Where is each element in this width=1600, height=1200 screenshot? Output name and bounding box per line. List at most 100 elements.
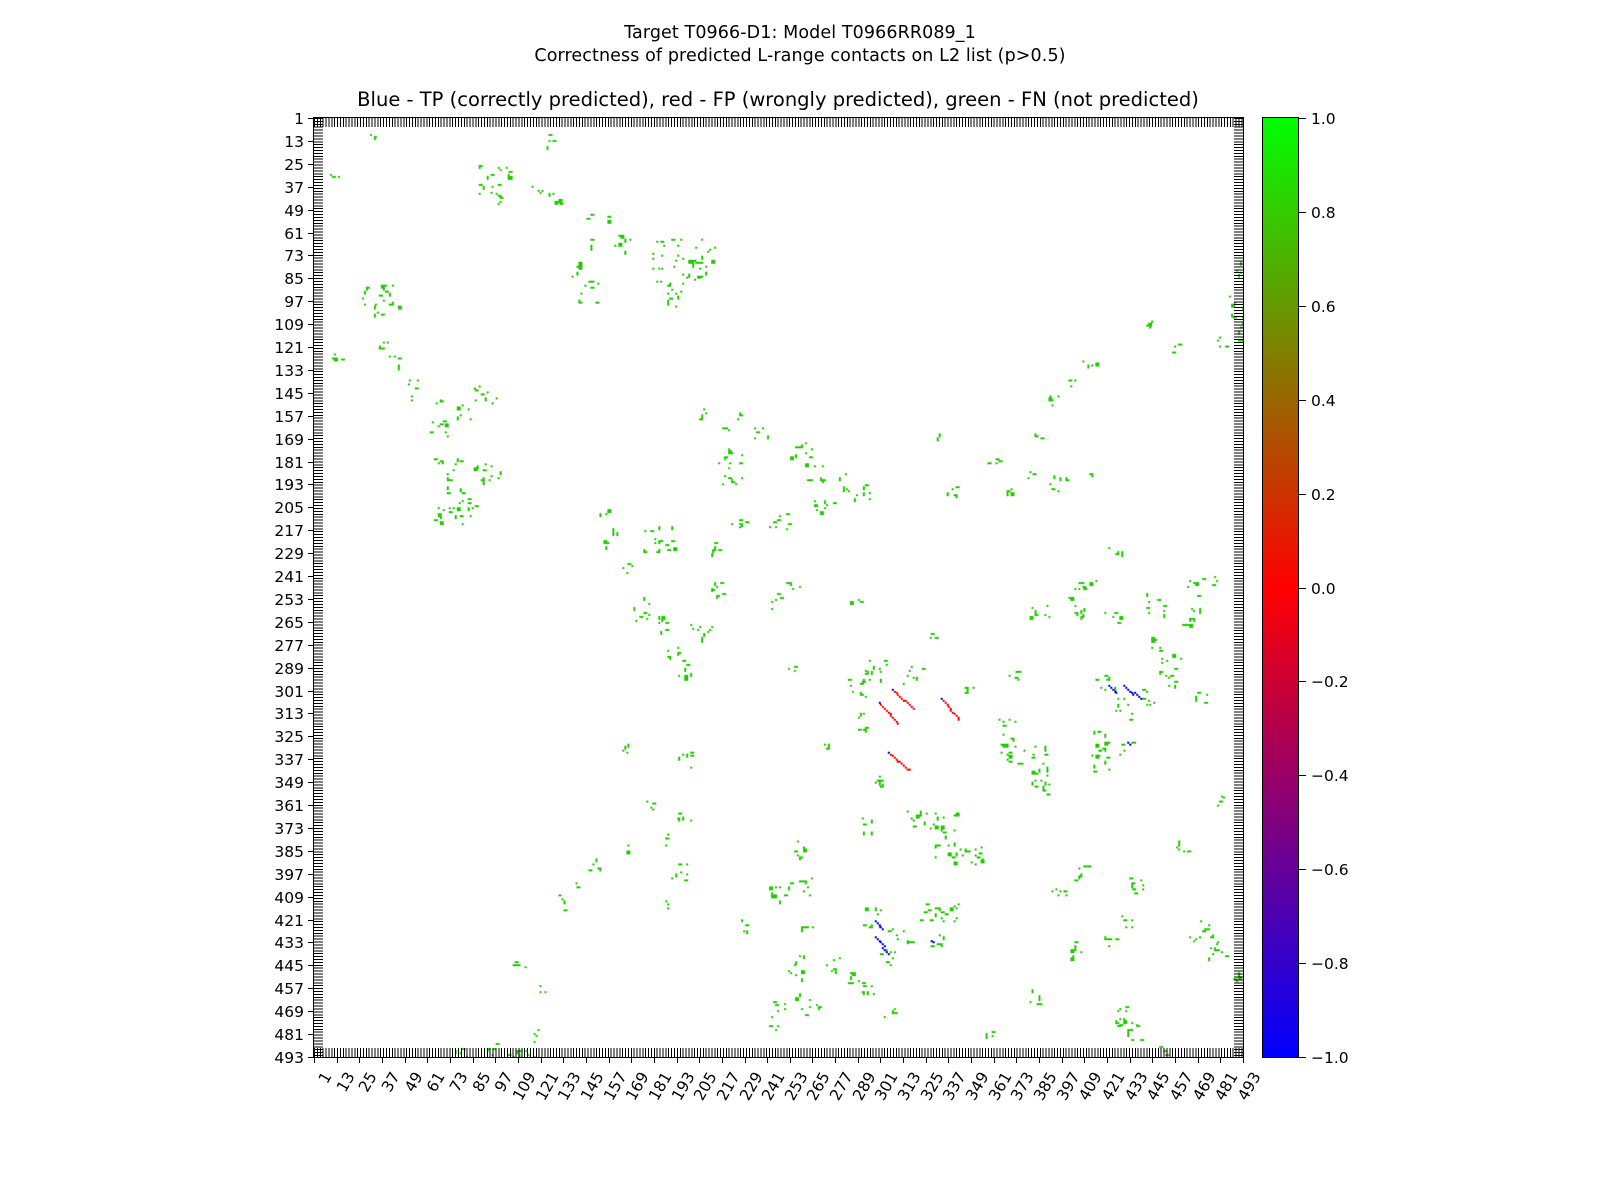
y-axis-tick-label: 433 [274, 934, 304, 953]
y-axis-tick [308, 690, 314, 692]
x-axis-tick [314, 1057, 315, 1063]
y-axis-tick [308, 1057, 314, 1058]
contact-map-canvas[interactable] [314, 118, 1243, 1057]
y-axis-tick [308, 255, 314, 257]
colorbar-tick-label: −1.0 [1311, 1049, 1349, 1067]
x-axis-tick [381, 1057, 383, 1063]
y-axis-tick [308, 507, 314, 509]
x-axis-tick [903, 1057, 905, 1063]
y-axis-tick [308, 324, 314, 326]
y-axis-tick [308, 598, 314, 600]
y-axis-tick [308, 873, 314, 875]
y-axis-tick-label: 25 [284, 155, 304, 174]
y-axis-tick [308, 759, 314, 761]
x-axis-tick [449, 1057, 451, 1063]
colorbar[interactable] [1262, 117, 1299, 1058]
x-axis-tick [359, 1057, 361, 1063]
y-axis-tick-label: 457 [274, 980, 304, 999]
colorbar-tick [1299, 681, 1306, 683]
x-axis-tick [1243, 1057, 1244, 1063]
y-axis-tick [308, 736, 314, 738]
x-axis-tick [880, 1057, 882, 1063]
colorbar-tick [1299, 493, 1306, 495]
y-axis-tick [308, 621, 314, 623]
contact-map-plot[interactable] [313, 117, 1244, 1058]
y-axis-tick-label: 205 [274, 499, 304, 518]
y-axis-tick-label: 217 [274, 522, 304, 541]
y-axis-tick [308, 942, 314, 944]
x-axis-tick [1107, 1057, 1109, 1063]
figure-title: Target T0966-D1: Model T0966RR089_1 Corr… [0, 22, 1600, 68]
y-axis-tick-label: 289 [274, 659, 304, 678]
y-axis-tick [308, 232, 314, 234]
y-axis-tick-label: 481 [274, 1026, 304, 1045]
y-axis-tick-label: 193 [274, 476, 304, 495]
x-axis-tick [789, 1057, 791, 1063]
colorbar-tick [1299, 775, 1306, 777]
x-axis-tick [427, 1057, 429, 1063]
x-axis-tick [1084, 1057, 1086, 1063]
y-axis-tick-label: 157 [274, 407, 304, 426]
x-axis-tick [925, 1057, 927, 1063]
x-axis-tick [1197, 1057, 1199, 1063]
colorbar-tick [1299, 869, 1306, 871]
y-axis-tick-label: 385 [274, 842, 304, 861]
x-axis-tick [699, 1057, 701, 1063]
axes-legend-caption: Blue - TP (correctly predicted), red - F… [313, 88, 1243, 111]
x-axis-tick [721, 1057, 723, 1063]
colorbar-tick-label: 0.6 [1311, 297, 1336, 316]
y-axis-tick [308, 1011, 314, 1013]
colorbar-tick [1299, 118, 1306, 119]
y-axis-tick [308, 140, 314, 142]
y-axis-tick-label: 97 [284, 293, 304, 312]
x-axis-tick [540, 1057, 542, 1063]
colorbar-tick [1299, 399, 1306, 401]
x-axis-tick [631, 1057, 633, 1063]
x-axis-tick [563, 1057, 565, 1063]
y-axis-tick [308, 186, 314, 188]
y-axis-tick [308, 667, 314, 669]
x-axis-tick [1129, 1057, 1131, 1063]
y-axis-tick [308, 278, 314, 280]
y-axis-tick [308, 1034, 314, 1036]
y-axis-tick-label: 265 [274, 613, 304, 632]
y-axis-tick-label: 301 [274, 682, 304, 701]
y-axis-tick-label: 253 [274, 590, 304, 609]
y-axis-tick [308, 805, 314, 807]
y-axis-tick [308, 347, 314, 349]
colorbar-tick-label: 1.0 [1311, 110, 1336, 128]
y-axis-tick [308, 782, 314, 784]
y-axis-tick [308, 965, 314, 967]
x-axis-tick [585, 1057, 587, 1063]
y-axis-tick [308, 301, 314, 303]
y-axis-tick-label: 49 [284, 201, 304, 220]
title-line-1: Target T0966-D1: Model T0966RR089_1 [624, 23, 976, 43]
y-axis-tick-label: 445 [274, 957, 304, 976]
x-axis-tick [1152, 1057, 1154, 1063]
colorbar-tick [1299, 305, 1306, 307]
y-axis-tick [308, 576, 314, 578]
y-axis-tick-label: 337 [274, 751, 304, 770]
x-axis-tick [676, 1057, 678, 1063]
x-axis-tick [948, 1057, 950, 1063]
x-axis-tick [993, 1057, 995, 1063]
x-axis-tick [744, 1057, 746, 1063]
y-axis-tick-label: 181 [274, 453, 304, 472]
y-axis-tick-label: 121 [274, 339, 304, 358]
colorbar-tick-label: −0.8 [1311, 955, 1349, 974]
colorbar-tick [1299, 963, 1306, 965]
y-axis-tick-label: 73 [284, 247, 304, 266]
colorbar-tick-label: 0.8 [1311, 203, 1336, 222]
y-axis-tick [308, 369, 314, 371]
x-axis-tick [336, 1057, 338, 1063]
x-axis-tick [812, 1057, 814, 1063]
x-axis-tick [767, 1057, 769, 1063]
colorbar-tick-label: −0.2 [1311, 673, 1349, 692]
y-axis-tick-label: 421 [274, 911, 304, 930]
y-axis-tick [308, 461, 314, 463]
y-axis-tick [308, 988, 314, 990]
y-axis-tick [308, 850, 314, 852]
y-axis-tick-label: 241 [274, 568, 304, 587]
x-axis-tick [971, 1057, 973, 1063]
